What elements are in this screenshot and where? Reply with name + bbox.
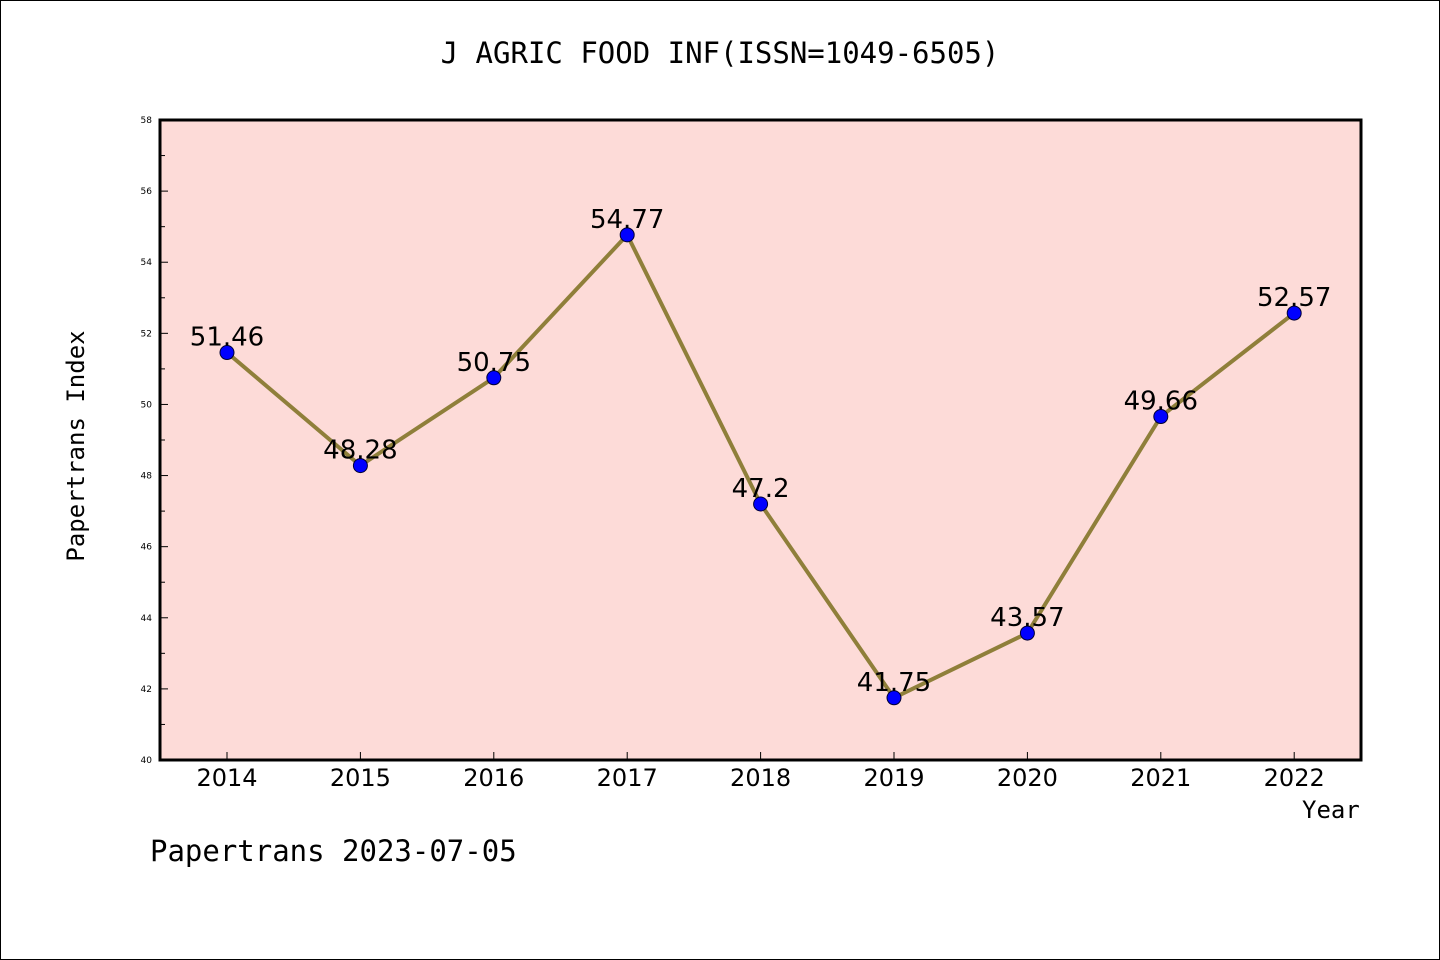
data-point — [1153, 409, 1169, 425]
x-tick-label: 2015 — [330, 764, 391, 792]
data-label: 51.46 — [190, 323, 264, 353]
data-label: 54.77 — [590, 205, 664, 235]
data-point — [219, 345, 235, 361]
plot-area — [158, 118, 1363, 762]
x-tick-label: 2022 — [1264, 764, 1325, 792]
y-tick-label: 50 — [141, 400, 153, 410]
x-tick-label: 2014 — [196, 764, 257, 792]
chart-title: J AGRIC FOOD INF(ISSN=1049-6505) — [440, 36, 1000, 70]
x-tick-label: 2017 — [597, 764, 658, 792]
x-tick-label: 2018 — [730, 764, 791, 792]
data-label: 49.66 — [1124, 387, 1198, 417]
data-label: 43.57 — [990, 603, 1064, 633]
data-point — [886, 690, 902, 706]
y-tick-label: 44 — [141, 614, 153, 624]
x-tick-label: 2019 — [863, 764, 924, 792]
data-label: 48.28 — [323, 436, 397, 466]
y-tick-label: 40 — [141, 756, 153, 766]
y-tick-label: 56 — [141, 187, 153, 197]
y-axis-label: Papertrans Index — [62, 330, 90, 562]
y-tick-label: 58 — [141, 116, 153, 126]
y-tick-label: 46 — [141, 543, 153, 553]
y-tick-label: 52 — [141, 329, 152, 339]
y-tick-label: 48 — [141, 472, 153, 482]
x-tick-label: 2020 — [997, 764, 1058, 792]
x-tick-label: 2021 — [1130, 764, 1191, 792]
footer-note: Papertrans 2023-07-05 — [150, 834, 517, 868]
data-point — [1286, 305, 1302, 321]
data-point — [1019, 625, 1035, 641]
data-label: 47.2 — [732, 474, 790, 504]
x-tick-label: 2016 — [463, 764, 524, 792]
data-label: 50.75 — [457, 348, 531, 378]
data-point — [753, 496, 769, 512]
data-point — [486, 370, 502, 386]
y-tick-label: 54 — [141, 258, 153, 268]
data-point — [619, 227, 635, 243]
data-label: 41.75 — [857, 668, 931, 698]
x-axis-label: Year — [1302, 796, 1360, 824]
data-label: 52.57 — [1257, 283, 1331, 313]
data-point — [352, 458, 368, 474]
y-tick-label: 42 — [141, 685, 152, 695]
